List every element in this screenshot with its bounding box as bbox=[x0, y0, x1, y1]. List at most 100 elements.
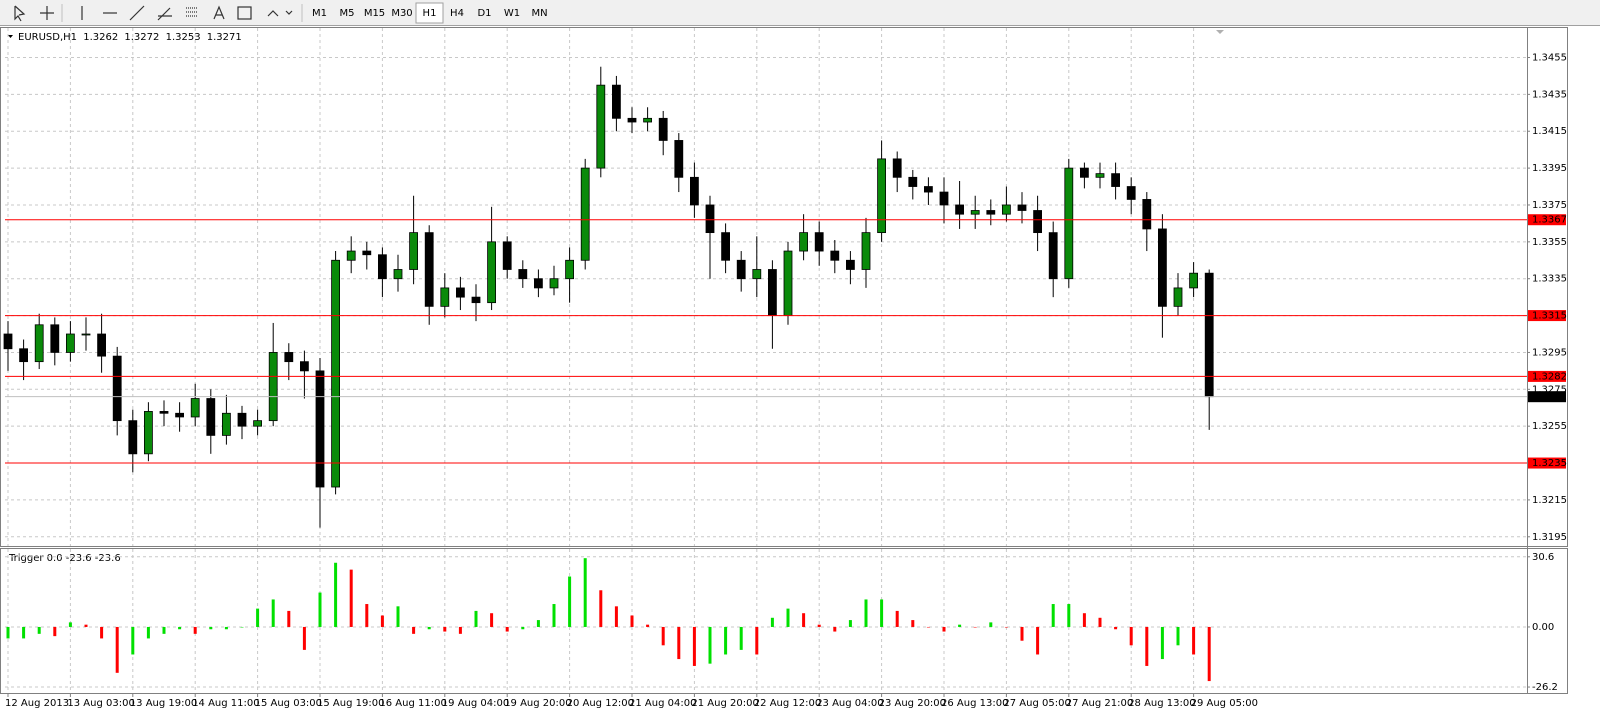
histogram-bar bbox=[583, 558, 587, 627]
text-icon[interactable] bbox=[213, 5, 225, 20]
candle-body bbox=[861, 232, 871, 270]
level-price-box bbox=[1528, 310, 1566, 322]
histogram-bar bbox=[926, 626, 930, 628]
x-tick-label: 27 Aug 05:00 bbox=[1003, 698, 1070, 709]
candle-body bbox=[1017, 204, 1027, 211]
x-tick-label: 19 Aug 04:00 bbox=[442, 698, 509, 709]
candle-body bbox=[424, 232, 434, 307]
candle-body bbox=[986, 210, 996, 215]
histogram-bar bbox=[786, 608, 790, 627]
quote: 1.3262 bbox=[83, 32, 118, 43]
histogram-bar bbox=[193, 626, 197, 634]
candle-body bbox=[705, 204, 715, 234]
candle-body bbox=[908, 176, 918, 187]
level-price-label: 1.3367 bbox=[1532, 215, 1567, 226]
histogram-bar bbox=[630, 615, 634, 627]
channel-icon[interactable] bbox=[157, 7, 172, 21]
histogram-bar bbox=[209, 626, 213, 630]
histogram-bar bbox=[614, 606, 618, 627]
timeframe-button[interactable]: W1 bbox=[504, 8, 520, 19]
histogram-bar bbox=[770, 617, 774, 627]
candle-body bbox=[1126, 186, 1136, 200]
quote: 1.3253 bbox=[166, 32, 201, 43]
crosshair-icon[interactable] bbox=[40, 6, 54, 20]
candle-body bbox=[190, 398, 200, 418]
x-tick-label: 26 Aug 13:00 bbox=[941, 698, 1008, 709]
candle-body bbox=[643, 117, 652, 123]
histogram-bar bbox=[568, 576, 572, 627]
timeframe-button[interactable]: M1 bbox=[312, 8, 327, 19]
candle-body bbox=[159, 411, 169, 414]
arrows-icon[interactable] bbox=[267, 10, 293, 17]
histogram-bar bbox=[973, 626, 977, 628]
candle-body bbox=[362, 250, 372, 256]
candle-body bbox=[1158, 228, 1167, 307]
histogram-bar bbox=[739, 626, 743, 650]
histogram-bar bbox=[1098, 617, 1102, 627]
histogram-bar bbox=[53, 626, 57, 637]
candle-body bbox=[377, 254, 387, 280]
candle-body bbox=[440, 287, 450, 307]
histogram-bar bbox=[1036, 626, 1040, 655]
x-tick-label: 29 Aug 05:00 bbox=[1191, 698, 1258, 709]
candle-body bbox=[658, 117, 668, 141]
histogram-bar bbox=[302, 626, 306, 650]
candle-body bbox=[50, 324, 60, 353]
candle-body bbox=[877, 158, 886, 234]
timeframe-button[interactable]: MN bbox=[531, 8, 547, 19]
timeframe-button[interactable]: M5 bbox=[340, 8, 355, 19]
candle-body bbox=[1064, 167, 1074, 280]
y-tick-label: -26.2 bbox=[1532, 682, 1558, 693]
histogram-bar bbox=[911, 620, 915, 627]
candle-body bbox=[502, 241, 512, 270]
histogram-bar bbox=[427, 626, 431, 630]
candle-body bbox=[128, 420, 138, 455]
candle-body bbox=[1095, 173, 1105, 178]
current-price-box bbox=[1528, 391, 1566, 403]
candle-body bbox=[580, 167, 590, 261]
candle-body bbox=[3, 333, 13, 350]
cursor-icon[interactable] bbox=[14, 5, 26, 22]
histogram-bar bbox=[256, 608, 260, 627]
symbol-header: EURUSD,H1 1.3262 1.3272 1.3253 1.3271 bbox=[18, 32, 242, 43]
timeframe-button[interactable]: M30 bbox=[391, 8, 412, 19]
x-tick-label: 23 Aug 20:00 bbox=[879, 698, 946, 709]
candle-body bbox=[830, 250, 840, 261]
candle-body bbox=[253, 420, 263, 427]
x-tick-label: 15 Aug 19:00 bbox=[317, 698, 384, 709]
histogram-bar bbox=[22, 626, 26, 639]
label-icon[interactable] bbox=[237, 6, 252, 20]
histogram-bar bbox=[490, 613, 494, 627]
histogram-bar bbox=[989, 622, 993, 627]
histogram-bar bbox=[178, 626, 182, 630]
histogram-bar bbox=[521, 626, 525, 630]
x-tick-label: 19 Aug 20:00 bbox=[504, 698, 571, 709]
candle-body bbox=[487, 241, 497, 304]
x-tick-label: 27 Aug 21:00 bbox=[1066, 698, 1133, 709]
histogram-bar bbox=[365, 604, 369, 627]
candle-body bbox=[19, 348, 29, 363]
x-tick-label: 12 Aug 2013 bbox=[5, 698, 69, 709]
histogram-bar bbox=[1020, 626, 1024, 641]
timeframe-button[interactable]: M15 bbox=[364, 8, 385, 19]
histogram-bar bbox=[458, 626, 462, 634]
fibo-icon[interactable] bbox=[186, 7, 198, 17]
y-tick-label: 1.3375 bbox=[1532, 200, 1567, 211]
quote: 1.3271 bbox=[207, 32, 242, 43]
candle-body bbox=[970, 210, 980, 215]
candle-body bbox=[1033, 210, 1042, 234]
histogram-bar bbox=[505, 626, 509, 632]
quote: 1.3272 bbox=[124, 32, 159, 43]
trendline-icon[interactable] bbox=[129, 5, 145, 21]
timeframe-button[interactable]: H1 bbox=[423, 8, 437, 19]
timeframe-button[interactable]: H4 bbox=[450, 8, 464, 19]
x-tick-label: 23 Aug 04:00 bbox=[816, 698, 883, 709]
candle-body bbox=[768, 269, 777, 316]
level-price-box bbox=[1528, 370, 1566, 382]
drawing-tools[interactable] bbox=[14, 5, 293, 22]
candle-body bbox=[799, 232, 808, 252]
timeframe-button[interactable]: D1 bbox=[477, 8, 491, 19]
candle-body bbox=[455, 287, 465, 298]
